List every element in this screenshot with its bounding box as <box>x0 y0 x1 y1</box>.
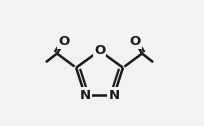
Text: N: N <box>109 89 120 102</box>
Text: N: N <box>80 89 91 102</box>
Text: O: O <box>129 35 140 48</box>
Text: O: O <box>59 35 70 48</box>
Text: O: O <box>94 44 105 57</box>
